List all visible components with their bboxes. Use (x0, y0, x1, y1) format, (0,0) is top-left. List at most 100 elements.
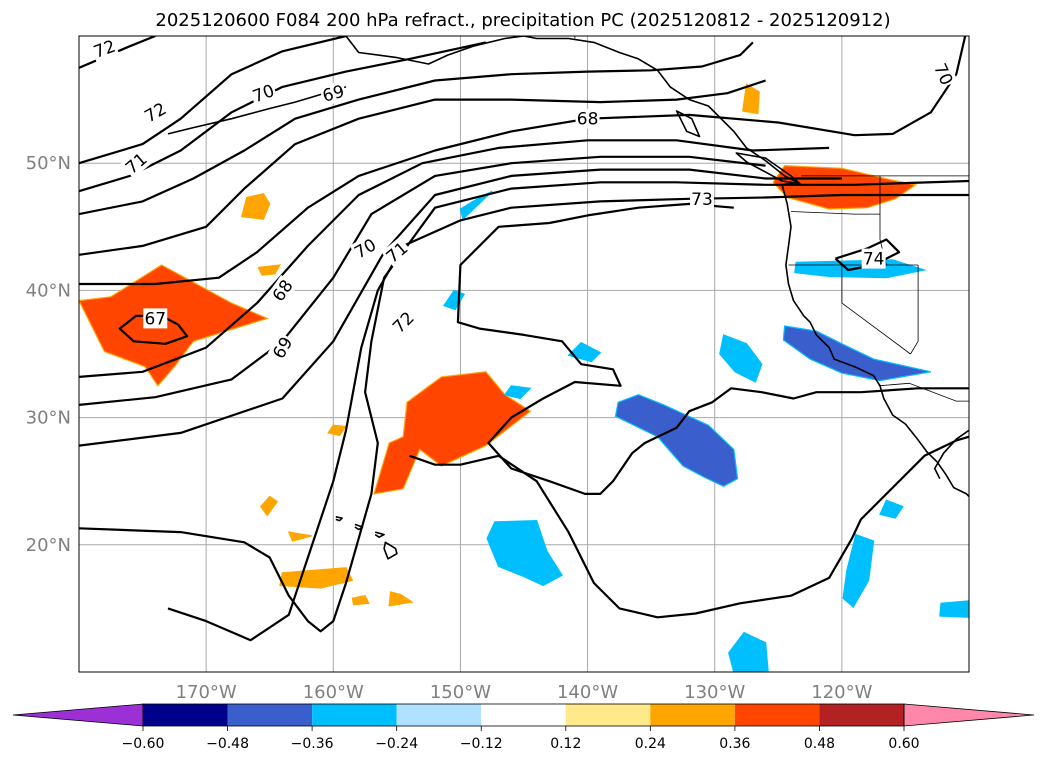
border-wa-or-line (790, 211, 880, 215)
colorbar-segment (819, 704, 904, 726)
shaded-region-negative-small-c (503, 385, 532, 400)
colorbar-tick-label: 0.48 (804, 736, 835, 752)
contour-label: 70 (929, 61, 956, 89)
contour-label-bg (690, 188, 714, 209)
colorbar-segment (396, 704, 482, 726)
shaded-region-negative-south (486, 519, 563, 587)
contour-label-bg (143, 308, 168, 329)
coastline-baja-gulf (933, 429, 969, 480)
x-tick-label: 120°W (811, 682, 872, 703)
colorbar-segment (481, 704, 566, 726)
colorbar-tick-label: −0.12 (460, 736, 503, 752)
contour-label: 71 (122, 149, 151, 178)
coastline-hawaii-maui (374, 531, 385, 538)
contour-label-bg (575, 108, 600, 129)
y-tick-label: 40°N (26, 280, 71, 301)
contour-line-68 (79, 139, 830, 378)
map-frame (78, 35, 970, 673)
contour-line-70 (79, 168, 842, 447)
contour-label: 72 (141, 99, 170, 127)
coastline-hawaii-kauai (335, 516, 343, 522)
contour-line-72 (79, 36, 156, 69)
shaded-region-west-pos-d (260, 495, 279, 517)
contour-label-bg (139, 97, 171, 127)
border-us-mexico-border (878, 382, 969, 402)
colorbar-tick-label: 0.12 (550, 736, 581, 752)
coastline-alaska-coast (345, 36, 969, 498)
colorbar-extend-high (903, 703, 1035, 727)
contour-label-bg (349, 233, 381, 264)
shaded-region-pnw-positive-b (742, 83, 760, 115)
colorbar-tick-label: −0.60 (122, 736, 165, 752)
border-ca-nv-line (841, 265, 911, 355)
y-tick-label: 30°N (26, 408, 71, 429)
contour-label-bg (861, 248, 886, 269)
contour-label: 72 (389, 308, 418, 337)
contour-label: 68 (269, 276, 298, 305)
shaded-region-negative-california (782, 325, 932, 382)
contour-label: 70 (250, 81, 277, 107)
colorbar-tick-label: 0.24 (635, 736, 666, 752)
contour-label-bg (929, 59, 958, 90)
y-tick-label: 50°N (26, 153, 71, 174)
coastline-aleutian-arc (167, 86, 347, 135)
contour-label-bg (387, 306, 419, 338)
x-tick-label: 150°W (430, 682, 491, 703)
shaded-region-negative-south-east (842, 533, 875, 609)
contour-label-bg (248, 79, 279, 107)
contour-label-bg (319, 80, 348, 107)
contour-line-68 (79, 36, 967, 286)
contour-line-73 (456, 221, 969, 495)
shaded-region-west-pos-a (240, 193, 271, 220)
contour-label-bg (120, 147, 152, 179)
contour-line-74 (834, 238, 901, 272)
x-tick-label: 170°W (176, 682, 237, 703)
contour-label: 67 (144, 309, 166, 329)
colorbar-extend-low (12, 703, 144, 727)
shaded-region-west-pos-f (351, 595, 370, 606)
contour-label-bg (267, 274, 298, 306)
contour-label: 73 (691, 190, 713, 210)
x-tick-label: 160°W (303, 682, 364, 703)
colorbar-segment (734, 704, 820, 726)
x-tick-label: 140°W (557, 682, 618, 703)
colorbar-segment (143, 704, 228, 726)
colorbar-segment (565, 704, 651, 726)
shaded-region-west-pos-c (388, 591, 414, 607)
colorbar-segment (227, 704, 313, 726)
colorbar-tick-label: −0.24 (375, 736, 418, 752)
contour-line-69 (79, 79, 766, 256)
shaded-region-negative-central (614, 394, 739, 487)
contour-label-bg (89, 36, 120, 63)
colorbar: −0.60 −0.48 −0.36 −0.24 −0.12 0.12 0.24 0.36 0.4… (12, 703, 1035, 752)
x-tick-label: 130°W (684, 682, 745, 703)
shaded-region-hawaii-north-positive (373, 371, 532, 495)
colorbar-segment (650, 704, 735, 726)
border-nv-az-line (910, 265, 919, 355)
colorbar-tick-label: −0.48 (206, 736, 249, 752)
contour-line-71 (79, 179, 969, 633)
axis-ticks: 170°W 160°W 150°W 140°W 130°W 120°W 20°N 30°N 40… (26, 153, 873, 703)
contour-label: 72 (91, 37, 118, 63)
shaded-region-negative-west-ca (719, 334, 763, 383)
contour-label: 68 (577, 110, 599, 130)
shaded-region-negative-se-corner (939, 600, 969, 618)
coastline-haida-gwaii (675, 110, 701, 138)
colorbar-tick-label: 0.60 (888, 736, 919, 752)
shaded-region-negative-far-south (728, 631, 769, 672)
shaded-region-subtropical-positive-small (279, 567, 354, 589)
contour-label-bg (381, 236, 413, 268)
contour-label-bg (267, 332, 298, 364)
contour-line-72 (167, 193, 969, 642)
colorbar-tick-label: −0.36 (291, 736, 334, 752)
shaded-region-negative-small-b (567, 341, 602, 363)
shaded-region-negative-bc-east (879, 499, 904, 519)
shaded-region-west-pos-g (327, 424, 348, 437)
contour-line-70 (79, 41, 754, 216)
shaded-region-west-pos-e (287, 531, 312, 542)
shaded-region-east-pacific-positive-a (79, 264, 269, 387)
chart-title: 2025120600 F084 200 hPa refract., precip… (155, 10, 890, 31)
colorbar-segment (312, 704, 397, 726)
y-tick-label: 20°N (26, 535, 71, 556)
